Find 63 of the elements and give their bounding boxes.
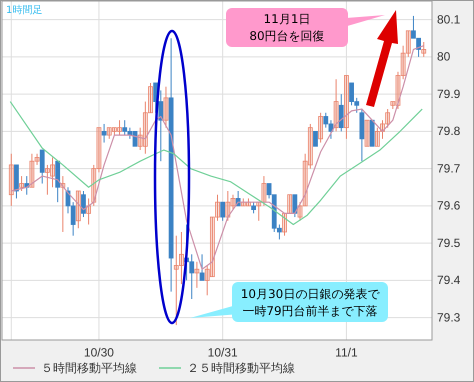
candlestick [318, 112, 324, 144]
candlestick [34, 153, 40, 166]
candlestick [179, 231, 184, 285]
annotation: 一時79円台前半まで下落 [242, 304, 378, 318]
y-tick-label: 79.7 [437, 161, 461, 176]
candlestick [148, 82, 153, 114]
y-tick-label: 79.5 [437, 236, 461, 250]
candlestick [282, 212, 287, 236]
candlestick [81, 190, 86, 218]
candlestick [50, 156, 55, 188]
candlestick [102, 123, 106, 144]
x-tick-label: 11/1 [335, 346, 358, 360]
candlestick [220, 202, 226, 222]
candlestick [400, 45, 406, 80]
candlestick [262, 176, 266, 206]
candlestick [210, 216, 215, 278]
candlestick [19, 176, 24, 192]
candlestick [287, 194, 292, 214]
legend-label: ２５時間移動平均線 [187, 361, 295, 375]
annotation: 1時間足 [6, 4, 42, 16]
y-tick-label: 79.8 [437, 124, 461, 138]
candlestick [390, 101, 396, 110]
candlestick [364, 120, 370, 147]
candlestick [344, 75, 349, 140]
candlestick [292, 194, 298, 218]
y-tick-label: 79.4 [437, 273, 461, 288]
y-tick-label: 79.6 [437, 198, 461, 213]
candlestick [230, 194, 236, 210]
candlestick [194, 261, 200, 288]
candlestick [164, 86, 168, 128]
candlestick [334, 78, 338, 132]
candlestick [40, 150, 45, 184]
y-tick-label: 80 [437, 50, 451, 64]
candlestick [396, 71, 400, 110]
candlestick [421, 41, 426, 58]
legend-label: ５時間移動平均線 [41, 361, 137, 375]
candlestick [117, 120, 122, 136]
annotation: 11月1日 [264, 12, 310, 26]
candlestick [215, 194, 220, 222]
candlestick [298, 202, 302, 222]
annotation: 10月30日の日銀の発表で [240, 287, 380, 301]
y-tick-label: 79.9 [437, 86, 461, 101]
candlestick [44, 164, 50, 196]
x-tick-label: 10/31 [208, 346, 238, 360]
candlestick [30, 153, 34, 188]
y-tick-label: 79.3 [437, 310, 461, 324]
candlestick [86, 198, 92, 226]
candlestick [313, 130, 318, 147]
y-tick-label: 80.1 [437, 12, 461, 26]
candlestick [374, 127, 380, 147]
candlestick [106, 127, 112, 140]
candlestick [385, 108, 390, 128]
candlestick [174, 235, 179, 326]
candlestick [308, 123, 313, 170]
annotation: 80円台を回復 [249, 29, 325, 43]
candlestick [200, 254, 204, 281]
x-tick-label: 10/30 [84, 346, 114, 360]
candlestick [112, 127, 117, 136]
candlestick [406, 30, 411, 58]
candlestick [96, 127, 102, 173]
candlestick [251, 202, 256, 214]
candlestick [8, 153, 14, 206]
candlestick [204, 264, 210, 296]
